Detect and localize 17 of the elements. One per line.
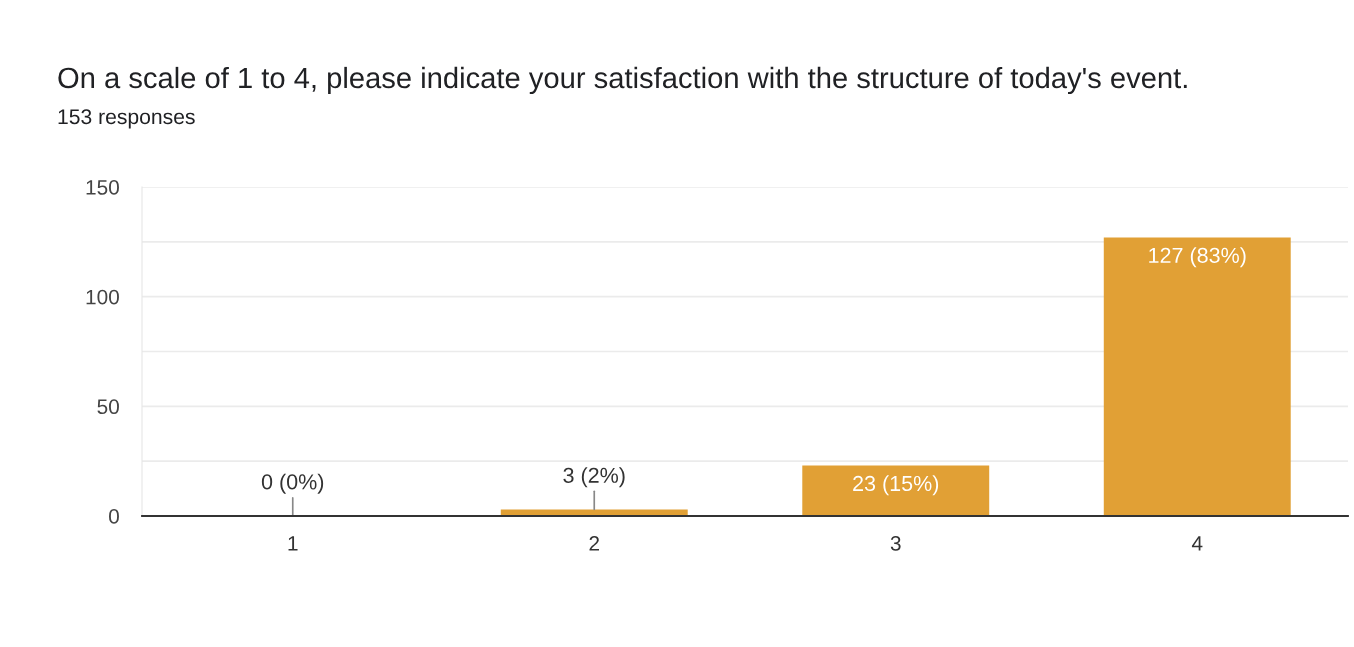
data-label: 127 (83%) xyxy=(1149,247,1246,268)
data-label: 3 (2%) xyxy=(563,467,625,488)
y-tick-label: 150 xyxy=(86,180,119,195)
data-label: 0 (0%) xyxy=(261,473,324,494)
chart-title: On a scale of 1 to 4, please indicate your satisfaction with the structure of today's event. xyxy=(58,66,1187,95)
bar xyxy=(802,465,990,516)
x-tick-label: 1 xyxy=(288,536,298,551)
data-label: 23 (15%) xyxy=(853,475,939,496)
bar xyxy=(1103,237,1291,516)
y-tick-label: 100 xyxy=(86,289,119,305)
x-tick-label: 3 xyxy=(890,535,901,551)
x-tick-label: 2 xyxy=(589,535,599,551)
y-tick-label: 0 xyxy=(109,509,119,524)
y-tick-label: 50 xyxy=(97,399,119,415)
bar xyxy=(500,509,688,516)
chart-subtitle: 153 responses xyxy=(58,109,195,129)
x-tick-label: 4 xyxy=(1191,536,1203,551)
